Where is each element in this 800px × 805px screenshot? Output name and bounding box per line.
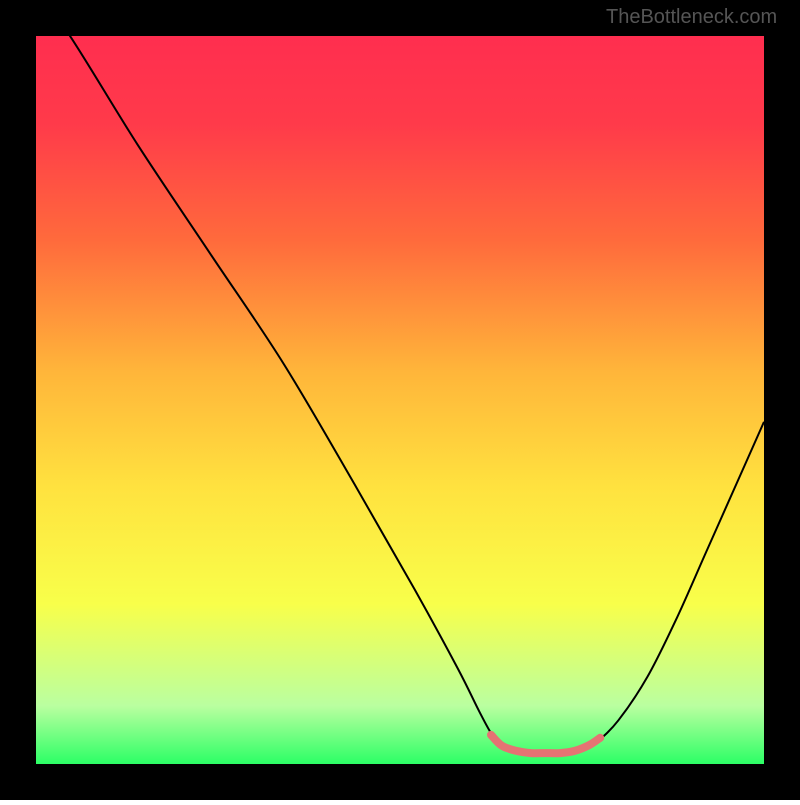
plot-background: [36, 36, 764, 764]
bottleneck-curve-chart: TheBottleneck.com: [0, 0, 800, 800]
chart-svg: [0, 0, 800, 800]
watermark-label: TheBottleneck.com: [606, 6, 777, 29]
